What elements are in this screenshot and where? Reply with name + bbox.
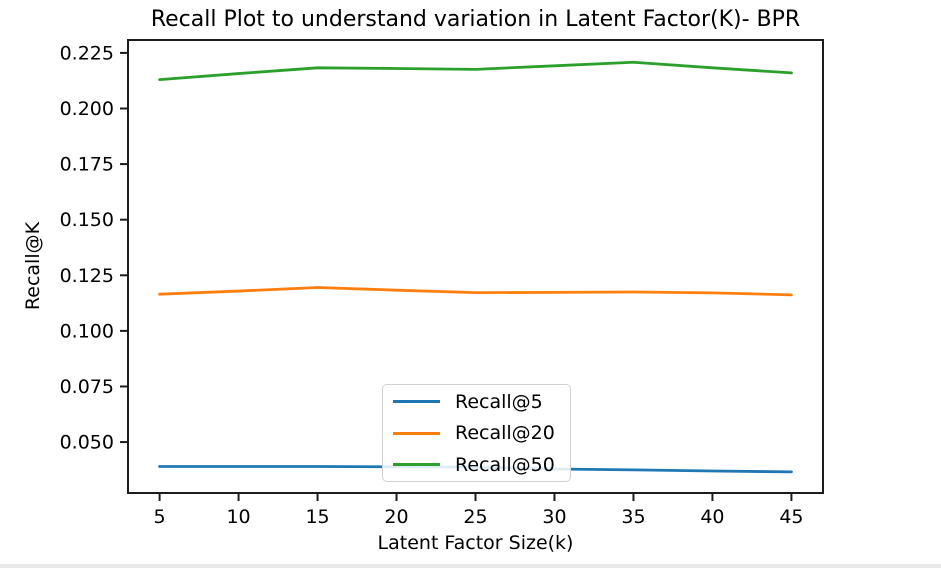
legend-swatch-recall5 (393, 400, 440, 403)
legend-label-recall5: Recall@5 (455, 390, 543, 413)
legend: Recall@5 Recall@20 Recall@50 (382, 384, 571, 482)
legend-item-recall5: Recall@5 (383, 387, 570, 417)
x-tick-label: 15 (305, 506, 329, 528)
x-tick-label: 25 (463, 506, 487, 528)
x-tick-label: 30 (542, 506, 566, 528)
y-tick-label: 0.050 (60, 432, 114, 454)
y-tick-label: 0.225 (60, 42, 114, 64)
y-tick-label: 0.125 (60, 265, 114, 287)
x-tick-label: 45 (779, 506, 803, 528)
x-tick-label: 5 (154, 506, 166, 528)
x-tick-label: 40 (700, 506, 724, 528)
legend-item-recall50: Recall@50 (383, 450, 570, 480)
data-line-recall50 (158, 60, 793, 81)
x-tick-label: 20 (384, 506, 408, 528)
y-tick-label: 0.100 (60, 320, 114, 342)
y-tick-label: 0.175 (60, 154, 114, 176)
y-tick-label: 0.200 (60, 98, 114, 120)
y-tick-label: 0.150 (60, 209, 114, 231)
legend-label-recall20: Recall@20 (455, 422, 555, 444)
x-axis-label: Latent Factor Size(k) (377, 532, 574, 554)
bottom-divider (0, 564, 941, 568)
y-axis-label: Recall@K (22, 221, 44, 311)
legend-item-recall20: Recall@20 (383, 418, 570, 448)
y-tick-label: 0.075 (60, 376, 114, 398)
legend-label-recall50: Recall@50 (455, 453, 555, 476)
x-tick-label: 35 (621, 506, 645, 528)
chart-title: Recall Plot to understand variation in L… (150, 7, 801, 32)
x-tick-label: 10 (226, 506, 250, 528)
data-line-recall20 (158, 286, 793, 297)
legend-swatch-recall50 (393, 463, 440, 466)
legend-swatch-recall20 (393, 431, 440, 435)
